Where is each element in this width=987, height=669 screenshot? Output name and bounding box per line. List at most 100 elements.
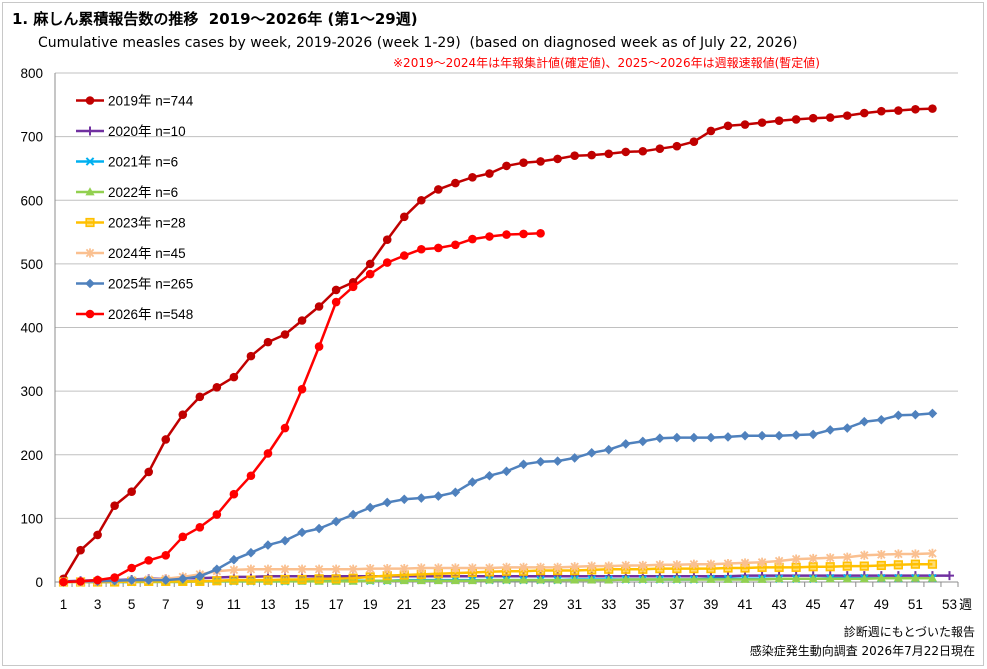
data-point-2019-week-42: [757, 118, 767, 127]
y-tick-label-500: 500: [20, 257, 43, 272]
legend-marker-2021: [85, 157, 95, 166]
data-point-2025-week-49: [876, 414, 887, 425]
data-point-2022-week-34: [621, 574, 631, 583]
x-tick-label-29: 29: [533, 597, 548, 612]
data-point-2025-week-13: [263, 540, 273, 550]
data-point-2024-week-41: [740, 558, 750, 568]
x-tick-label-17: 17: [329, 597, 344, 612]
data-point-2022-week-32: [587, 575, 597, 584]
data-point-2025-week-32: [586, 448, 597, 458]
x-tick-label-13: 13: [260, 597, 275, 612]
data-point-2019-week-35: [638, 146, 648, 156]
legend-item-2026: 2026年 n=548: [76, 307, 193, 322]
data-point-2019-week-8: [178, 410, 188, 419]
data-point-2022-week-48: [859, 574, 869, 583]
data-point-2024-week-39: [706, 559, 716, 569]
data-point-2024-week-47: [843, 552, 852, 562]
legend-label-2022: 2022年 n=6: [108, 185, 178, 200]
data-point-2025-week-20: [382, 497, 393, 508]
legend-item-2020: 2020年 n=10: [76, 124, 186, 139]
data-point-2022-week-45: [808, 574, 818, 583]
data-point-2025-week-38: [689, 432, 699, 443]
data-point-2023-week-46: [825, 562, 835, 572]
data-point-2019-week-15: [297, 316, 307, 325]
data-point-2026-week-18: [348, 282, 358, 292]
data-point-2019-week-21: [399, 212, 409, 222]
data-point-2024-week-52: [928, 548, 937, 558]
data-point-2022-week-47: [842, 574, 852, 583]
data-point-2023-week-44: [791, 562, 801, 572]
data-point-2022-week-21: [399, 575, 409, 585]
data-point-2026-week-9: [195, 522, 205, 532]
x-tick-label-1: 1: [60, 597, 68, 612]
data-point-2026-week-28: [519, 229, 528, 239]
data-point-2026-week-27: [502, 230, 511, 239]
data-point-2024-week-14: [280, 564, 290, 574]
data-point-2022-week-30: [553, 575, 563, 584]
legend-label-2021: 2021年 n=6: [108, 155, 178, 170]
data-point-2022-week-24: [450, 575, 460, 585]
legend-marker-2026: [85, 309, 95, 319]
data-point-2019-week-26: [485, 169, 494, 178]
x-tick-label-3: 3: [94, 597, 102, 612]
data-point-2019-week-23: [434, 185, 443, 194]
data-point-2026-week-10: [212, 510, 222, 519]
data-point-2025-week-45: [808, 429, 818, 440]
data-point-2025-week-39: [706, 432, 716, 443]
chart-title: 1. 麻しん累積報告数の推移 2019～2026年 (第1～29週): [12, 10, 418, 28]
data-point-2022-week-25: [467, 575, 478, 585]
data-point-2019-week-36: [655, 144, 665, 154]
data-point-2022-week-36: [655, 574, 665, 583]
data-point-2024-week-44: [791, 554, 801, 564]
data-point-2026-week-29: [536, 229, 545, 238]
data-point-2019-week-5: [127, 487, 136, 496]
data-point-2025-week-14: [280, 535, 290, 546]
data-point-2024-week-32: [587, 561, 596, 571]
data-point-2023-week-49: [876, 560, 886, 571]
data-point-2024-week-25: [468, 563, 477, 573]
data-point-2026-week-17: [331, 297, 341, 307]
legend-label-2023: 2023年 n=28: [108, 216, 186, 231]
data-point-2022-week-43: [774, 574, 784, 583]
data-point-2019-week-52: [928, 104, 937, 113]
legend-item-2019: 2019年 n=744: [76, 94, 194, 109]
data-point-2026-week-5: [127, 563, 136, 573]
data-point-2023-week-51: [910, 559, 921, 569]
data-point-2019-week-4: [110, 501, 119, 510]
data-point-2026-week-25: [468, 234, 477, 244]
data-point-2022-week-44: [791, 574, 801, 583]
data-point-2024-week-30: [553, 562, 562, 572]
data-point-2024-week-34: [621, 560, 631, 571]
data-point-2025-week-18: [348, 509, 358, 520]
data-point-2024-week-48: [860, 550, 869, 560]
data-point-2025-week-28: [518, 459, 529, 470]
x-axis-unit-label: 週: [959, 598, 972, 613]
data-point-2019-week-51: [911, 104, 920, 114]
x-tick-label-19: 19: [363, 597, 378, 612]
x-tick-label-33: 33: [601, 597, 616, 612]
data-point-2025-week-24: [450, 487, 461, 498]
data-point-2024-week-19: [365, 564, 375, 574]
x-tick-label-39: 39: [703, 597, 718, 612]
data-point-2019-week-47: [842, 111, 852, 120]
data-point-2024-week-11: [229, 565, 239, 575]
data-status-note: ※2019～2024年は年報集計値(確定値)、2025～2026年は週報速報値(…: [393, 55, 820, 70]
legend-label-2024: 2024年 n=45: [108, 246, 186, 261]
data-point-2025-week-34: [620, 439, 631, 449]
data-point-2024-week-18: [348, 564, 358, 574]
data-point-2025-week-15: [297, 527, 307, 538]
data-point-2026-week-3: [93, 575, 102, 585]
data-point-2024-week-26: [485, 563, 494, 573]
legend-item-2022: 2022年 n=6: [76, 185, 178, 200]
x-tick-label-9: 9: [196, 597, 204, 612]
data-point-2022-week-52: [927, 573, 938, 582]
data-point-2025-week-9: [195, 571, 205, 582]
data-point-2026-week-22: [417, 244, 426, 254]
data-point-2023-week-14: [280, 574, 290, 585]
y-tick-label-0: 0: [35, 575, 43, 590]
data-point-2019-week-32: [587, 150, 596, 160]
data-point-2024-week-16: [314, 564, 324, 574]
data-point-2024-week-13: [263, 564, 273, 574]
series-line-2025: [63, 412, 933, 584]
x-tick-label-37: 37: [669, 597, 684, 612]
